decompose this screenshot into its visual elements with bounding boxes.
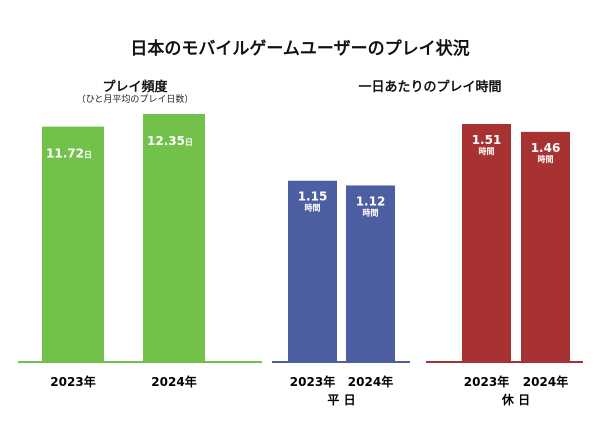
playtime-category-label: 2024年: [523, 374, 568, 389]
frequency-value-number: 11.72: [46, 147, 84, 161]
playtime-value-label: 1.46: [531, 141, 561, 155]
playtime-bar: [521, 131, 570, 362]
playtime-unit-label: 時間: [479, 146, 495, 156]
playtime-value-label: 1.12: [356, 194, 386, 208]
frequency-value-unit: 日: [185, 138, 193, 147]
playtime-category-label: 2023年: [464, 374, 509, 389]
playtime-group-label: 平 日: [327, 393, 355, 407]
chart-frequency-title: プレイ頻度: [102, 80, 168, 95]
playtime-category-label: 2024年: [348, 374, 393, 389]
playtime-bar: [288, 180, 337, 362]
playtime-category-label: 2023年: [290, 374, 335, 389]
page-title: 日本のモバイルゲームユーザーのプレイ状況: [130, 39, 470, 59]
playtime-bar: [346, 185, 395, 362]
frequency-bar: [42, 126, 104, 363]
frequency-value-number: 12.35: [147, 134, 185, 148]
frequency-category-label: 2024年: [151, 374, 196, 389]
frequency-value-label: 12.35日: [147, 134, 193, 148]
playtime-unit-label: 時間: [538, 154, 554, 164]
playtime-value-label: 1.51: [472, 133, 502, 147]
chart-playtime-title: 一日あたりのプレイ時間: [358, 80, 502, 95]
playtime-group-label: 休 日: [501, 392, 530, 407]
frequency-category-label: 2023年: [50, 374, 95, 389]
chart-frequency-subtitle: （ひと月平均のプレイ日数）: [76, 95, 194, 105]
playtime-bar: [462, 124, 511, 362]
playtime-value-label: 1.15: [298, 190, 328, 204]
playtime-unit-label: 時間: [305, 203, 321, 213]
frequency-bar: [143, 114, 205, 362]
playtime-unit-label: 時間: [363, 207, 379, 217]
frequency-value-label: 11.72日: [46, 147, 92, 161]
frequency-value-unit: 日: [84, 151, 92, 160]
